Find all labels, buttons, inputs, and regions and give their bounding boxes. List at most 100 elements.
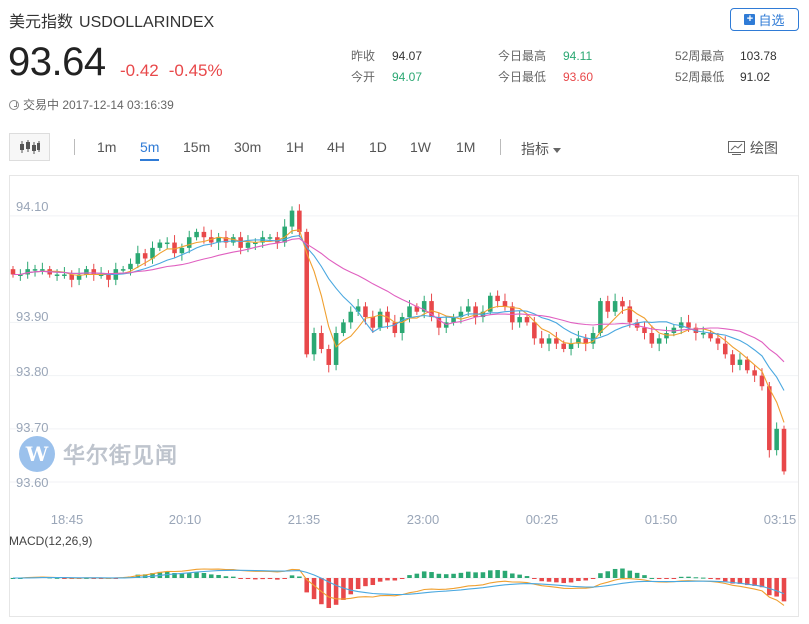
macd-histogram-bar	[348, 578, 354, 595]
macd-histogram-bar	[620, 568, 625, 578]
instrument-code: USDOLLARINDEX	[79, 14, 215, 31]
macd-histogram-bar	[208, 574, 214, 578]
candle-body	[297, 210, 302, 232]
macd-histogram-bar	[708, 578, 713, 579]
candle-body	[451, 317, 456, 323]
candle-body	[238, 237, 243, 248]
candle-body	[715, 338, 721, 344]
macd-histogram-bar	[414, 573, 420, 578]
candle-body	[488, 295, 493, 312]
candle-body	[576, 338, 581, 344]
draw-chart-icon	[728, 141, 745, 155]
candle-body	[598, 301, 603, 334]
candle-body	[421, 301, 427, 312]
macd-dea-line	[13, 569, 785, 596]
macd-histogram-bar	[142, 574, 148, 578]
candle-body	[311, 333, 317, 355]
candle-body	[678, 322, 684, 328]
tab-1w[interactable]: 1W	[410, 139, 431, 155]
candle-body	[98, 274, 104, 276]
candle-body	[627, 306, 633, 323]
caret-down-icon	[553, 147, 561, 153]
candle-body	[201, 231, 207, 238]
macd-histogram-bar	[752, 578, 757, 586]
candle-body	[216, 237, 221, 243]
candle-body	[620, 301, 625, 307]
tab-1h[interactable]: 1H	[286, 139, 304, 155]
candle-body	[502, 301, 508, 307]
indicator-dropdown[interactable]: 指标	[521, 139, 561, 159]
tab-4h[interactable]: 4H	[327, 139, 345, 155]
candle-body	[223, 237, 229, 243]
macd-histogram-bar	[355, 578, 361, 590]
macd-dif-line	[13, 568, 785, 606]
candle-body	[495, 295, 500, 302]
macd-histogram-bar	[363, 578, 368, 587]
macd-histogram-bar	[275, 578, 280, 580]
chart-type-button[interactable]	[9, 133, 50, 161]
macd-histogram-bar	[245, 578, 251, 579]
candle-body	[267, 237, 273, 239]
x-tick-label: 03:15	[763, 512, 797, 527]
macd-histogram-bar	[216, 574, 221, 578]
macd-histogram-bar	[730, 578, 735, 584]
macd-histogram-bar	[598, 573, 603, 578]
candle-body	[69, 274, 75, 280]
macd-histogram-bar	[700, 577, 706, 579]
stat-day-high: 今日最高 94.11	[498, 49, 593, 63]
candle-body	[289, 210, 295, 227]
macd-histogram-bar	[98, 578, 104, 579]
candle-body	[135, 253, 141, 264]
add-watchlist-button[interactable]: + 自选	[730, 8, 799, 31]
macd-histogram-bar	[767, 578, 772, 596]
candle-body	[186, 237, 192, 248]
price-chart[interactable]: W 华尔街见闻 94.10 93.90 93.80 93.70 93.60 18…	[9, 175, 799, 617]
macd-histogram-bar	[451, 573, 456, 578]
clock-icon	[9, 99, 19, 110]
chart-canvas[interactable]	[10, 176, 798, 616]
macd-histogram-bar	[605, 571, 611, 578]
candle-body	[429, 301, 434, 318]
macd-histogram-bar	[238, 578, 243, 579]
toolbar-divider	[74, 139, 75, 155]
y-tick-label: 94.10	[16, 199, 49, 214]
candle-body	[583, 338, 589, 344]
macd-histogram-bar	[715, 578, 721, 580]
tab-1d[interactable]: 1D	[369, 139, 387, 155]
candle-body	[730, 354, 735, 365]
candle-body	[399, 317, 405, 334]
candle-body	[612, 301, 618, 312]
watermark: W 华尔街见闻	[19, 436, 178, 472]
candle-body	[54, 274, 60, 276]
macd-histogram-bar	[377, 578, 383, 582]
macd-histogram-bar	[443, 574, 449, 578]
draw-button[interactable]: 绘图	[728, 138, 778, 158]
macd-histogram-bar	[642, 575, 647, 578]
y-tick-label: 93.70	[16, 420, 49, 435]
macd-histogram-bar	[223, 576, 229, 578]
candle-body	[517, 317, 522, 323]
macd-histogram-bar	[186, 573, 192, 578]
stat-52w-low: 52周最低 91.02	[675, 70, 771, 84]
macd-histogram-bar	[612, 568, 618, 578]
macd-histogram-bar	[10, 578, 16, 579]
candle-body	[341, 322, 346, 334]
candle-body	[106, 274, 111, 280]
tab-15m[interactable]: 15m	[183, 139, 211, 155]
candle-body	[590, 333, 596, 344]
tab-1mo[interactable]: 1M	[456, 139, 476, 155]
tab-30m[interactable]: 30m	[234, 139, 262, 155]
macd-histogram-bar	[554, 578, 559, 583]
candle-body	[304, 231, 309, 355]
candle-body	[524, 317, 530, 323]
macd-histogram-bar	[774, 578, 779, 597]
candle-body	[458, 311, 464, 318]
candle-body	[18, 274, 23, 276]
macd-histogram-bar	[546, 578, 552, 582]
candle-body	[164, 242, 170, 245]
candle-body	[708, 333, 713, 339]
candle-body	[532, 322, 537, 339]
tab-5m[interactable]: 5m	[140, 139, 160, 161]
tab-1m[interactable]: 1m	[97, 139, 117, 155]
y-tick-label: 93.60	[16, 475, 49, 490]
